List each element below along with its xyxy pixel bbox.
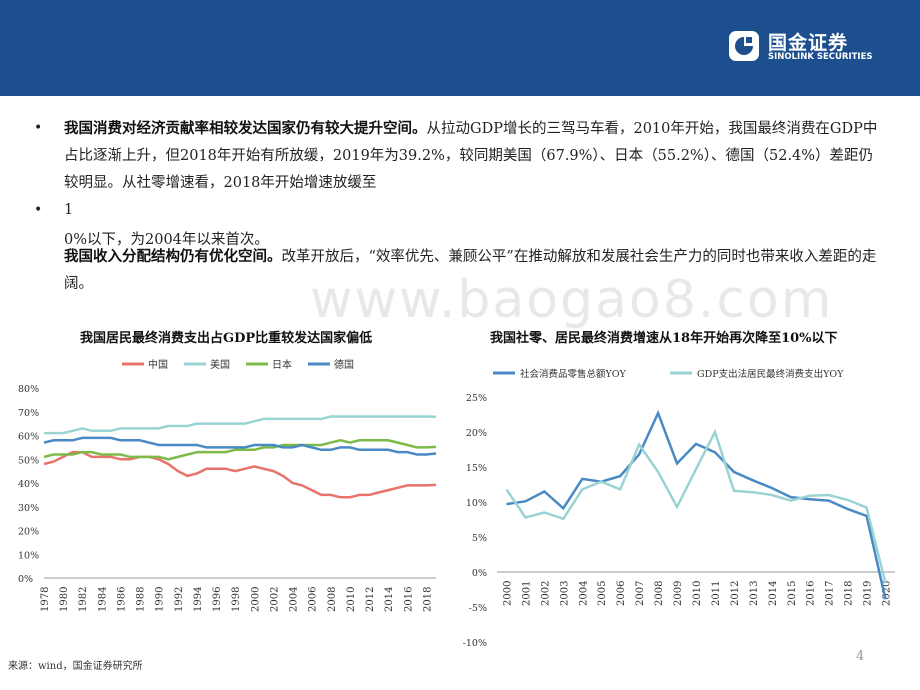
- x-tick-label: 2013: [749, 581, 760, 606]
- x-tick-label: 2000: [502, 581, 513, 606]
- x-tick-label: 2014: [384, 587, 395, 612]
- bullet-income-lead: 我国收入分配结构仍有优化空间。: [64, 248, 282, 265]
- bullet-dot: •: [34, 120, 43, 136]
- x-tick-label: 2003: [559, 581, 570, 606]
- logo-mark-icon: [729, 31, 759, 61]
- y-tick-label: 60%: [18, 432, 39, 443]
- series-line-0: [43, 450, 437, 499]
- chart2-title: 我国社零、居民最终消费增速从18年开始再次降至10%以下: [490, 331, 838, 346]
- x-tick-label: 2016: [806, 581, 817, 606]
- x-tick-label: 2007: [635, 581, 646, 606]
- x-tick-label: 2020: [882, 581, 893, 606]
- y-tick-label: 5%: [472, 533, 487, 544]
- y-tick-label: 50%: [18, 455, 39, 466]
- page-number: 4: [856, 649, 865, 664]
- y-tick-label: -10%: [463, 638, 487, 649]
- x-tick-label: 2017: [825, 581, 836, 606]
- y-tick-label: 0%: [472, 568, 487, 579]
- legend-label-2: 日本: [272, 358, 292, 371]
- y-tick-label: 80%: [18, 384, 39, 395]
- y-tick-label: -5%: [469, 603, 487, 614]
- x-tick-label: 2011: [711, 581, 722, 606]
- x-tick-label: 2000: [250, 587, 261, 612]
- x-tick-label: 1978: [40, 587, 51, 612]
- bullet-tail-overflow: 0%以下，为2004年以来首次。: [64, 232, 269, 248]
- x-tick-label: 1984: [97, 587, 108, 612]
- logo-text-cn: 国金证券: [768, 32, 849, 54]
- bullet-income: 我国收入分配结构仍有优化空间。改革开放后，“效率优先、兼顾公平”在推动解放和发展…: [34, 243, 884, 298]
- x-tick-label: 2012: [365, 587, 376, 612]
- x-tick-label: 2015: [787, 581, 798, 606]
- x-tick-label: 2008: [654, 581, 665, 606]
- bullet-dot: •: [34, 202, 43, 218]
- y-tick-label: 10%: [18, 550, 39, 561]
- x-tick-label: 1996: [212, 587, 223, 612]
- x-tick-label: 2005: [597, 581, 608, 606]
- x-tick-label: 2010: [692, 581, 703, 606]
- x-tick-label: 2012: [730, 581, 741, 606]
- y-tick-label: 40%: [18, 479, 39, 490]
- y-tick-label: 20%: [466, 428, 487, 439]
- y-tick-label: 0%: [18, 574, 33, 585]
- chart2-retail-growth: 社会消费品零售总额YOY GDP支出法居民最终消费支出YOY -10% -5% 0% 5%…: [463, 368, 895, 649]
- series-line-2: [43, 439, 437, 461]
- logo-text-en: SINOLINK SECURITIES: [768, 52, 873, 62]
- x-tick-label: 1992: [174, 587, 185, 612]
- legend-label-1: GDP支出法居民最终消费支出YOY: [697, 368, 844, 380]
- bullet-tail: • 1: [34, 197, 884, 224]
- series-line-1: [505, 428, 887, 584]
- x-tick-label: 2018: [422, 587, 433, 612]
- x-tick-label: 1994: [193, 587, 204, 612]
- legend-label-3: 德国: [334, 358, 354, 371]
- legend-label-0: 社会消费品零售总额YOY: [520, 368, 627, 380]
- x-tick-label: 1986: [116, 587, 127, 612]
- y-tick-label: 30%: [18, 503, 39, 514]
- bullet-consumption-text: 从拉动GDP增长的三驾马车看，2010年开始，我国最终消费在GDP中占比逐渐上升…: [64, 121, 878, 191]
- x-tick-label: 2009: [673, 581, 684, 606]
- bullet-consumption-lead: 我国消费对经济贡献率相较发达国家仍有较大提升空间。: [64, 120, 427, 137]
- x-tick-label: 2018: [844, 581, 855, 606]
- x-tick-label: 2010: [346, 587, 357, 612]
- x-tick-label: 2001: [521, 581, 532, 606]
- source-note: 来源：wind，国金证券研究所: [8, 661, 143, 672]
- y-tick-label: 10%: [466, 498, 487, 509]
- x-tick-label: 2002: [540, 581, 551, 606]
- bullet-consumption: • 我国消费对经济贡献率相较发达国家仍有较大提升空间。从拉动GDP增长的三驾马车…: [34, 115, 884, 197]
- x-tick-label: 2014: [768, 581, 779, 606]
- x-tick-label: 2004: [289, 587, 300, 612]
- series-line-3: [43, 436, 437, 456]
- x-tick-label: 2019: [863, 581, 874, 606]
- x-tick-label: 1990: [155, 587, 166, 612]
- series-line-1: [44, 415, 437, 435]
- chart1-title: 我国居民最终消费支出占GDP比重较发达国家偏低: [80, 331, 373, 346]
- bullet-tail-line1: 1: [64, 202, 74, 218]
- legend-label-0: 中国: [148, 358, 168, 371]
- x-tick-label: 1998: [231, 587, 242, 612]
- x-tick-label: 1980: [59, 587, 70, 612]
- header-bar: 国金证券 SINOLINK SECURITIES: [0, 0, 920, 96]
- y-tick-label: 70%: [18, 408, 39, 419]
- legend-label-1: 美国: [210, 358, 230, 371]
- x-tick-label: 1988: [136, 587, 147, 612]
- x-tick-label: 2008: [327, 587, 338, 612]
- y-tick-label: 25%: [466, 393, 487, 404]
- watermark: www.baogao8.com: [310, 270, 834, 330]
- bullet-income-text: 改革开放后，“效率优先、兼顾公平”在推动解放和发展社会生产力的同时也带来收入差距…: [64, 249, 877, 292]
- x-tick-label: 2016: [403, 587, 414, 612]
- y-tick-label: 20%: [18, 527, 39, 538]
- bullet-list: • 我国消费对经济贡献率相较发达国家仍有较大提升空间。从拉动GDP增长的三驾马车…: [34, 115, 884, 224]
- logo: 国金证券 SINOLINK SECURITIES: [728, 28, 898, 68]
- chart1-consumption-share: 中国 美国 日本 德国 0% 10% 20% 30% 40% 50% 60% 70% 80% 1978 19…: [18, 358, 437, 612]
- x-tick-label: 2006: [616, 581, 627, 606]
- x-tick-label: 2006: [308, 587, 319, 612]
- x-tick-label: 2002: [269, 587, 280, 612]
- series-line-0: [506, 409, 887, 600]
- x-tick-label: 1982: [78, 587, 89, 612]
- x-tick-label: 2004: [578, 581, 589, 606]
- y-tick-label: 15%: [466, 463, 487, 474]
